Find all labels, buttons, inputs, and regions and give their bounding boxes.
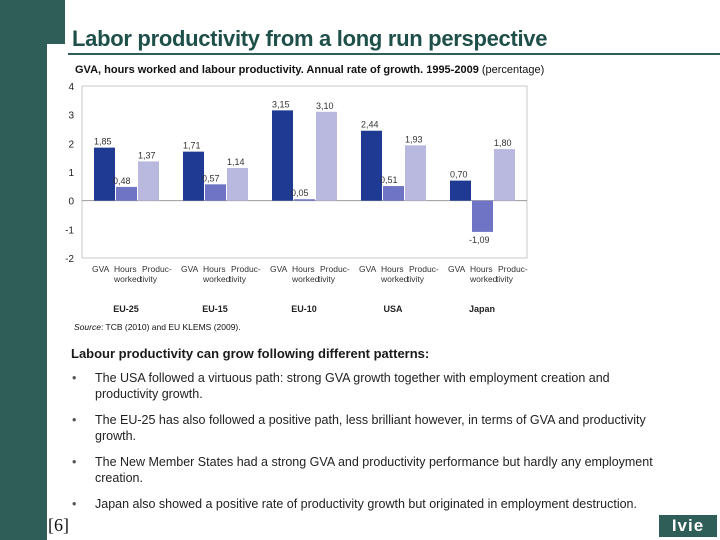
bar-value-label: 1,85 <box>94 137 112 147</box>
bullet-marker: • <box>72 455 77 469</box>
sidebar-corner-accent <box>47 0 65 44</box>
bar-value-label: 0,05 <box>291 188 309 198</box>
bar-value-label: 1,93 <box>405 134 423 144</box>
bullet-marker: • <box>72 371 77 385</box>
chart-subtitle: GVA, hours worked and labour productivit… <box>75 64 544 76</box>
bullet-text: The New Member States had a strong GVA a… <box>95 455 653 485</box>
category-label-worked: worked <box>113 274 142 284</box>
bullet-text: The EU-25 has also followed a positive p… <box>95 413 646 443</box>
bar-value-label: 0,57 <box>202 173 220 183</box>
bar-value-label: 1,80 <box>494 138 512 148</box>
bullet-text: The USA followed a virtuous path: strong… <box>95 371 610 401</box>
bar-value-label: 3,10 <box>316 101 334 111</box>
group-label: EU-10 <box>291 304 317 314</box>
group-label: Japan <box>469 304 495 314</box>
gva-bar <box>361 130 382 201</box>
category-label-gva: GVA <box>92 264 110 274</box>
y-tick-label: 4 <box>68 82 74 93</box>
category-label-productivity: Produc- <box>142 264 172 274</box>
category-label-productivity-cont: tivity <box>229 274 247 284</box>
category-label-worked: worked <box>469 274 498 284</box>
section-heading: Labour productivity can grow following d… <box>71 346 430 361</box>
bullet-item-eu25: • The EU-25 has also followed a positive … <box>72 412 672 444</box>
ivie-logo: Ivie <box>659 515 717 537</box>
category-label-productivity-cont: tivity <box>140 274 158 284</box>
category-label-gva: GVA <box>448 264 466 274</box>
category-label-gva: GVA <box>270 264 288 274</box>
bar-value-label: 1,14 <box>227 157 245 167</box>
gva-bar <box>272 110 293 201</box>
hours-bar <box>294 199 315 201</box>
hours-bar <box>383 186 404 201</box>
category-label-worked: worked <box>380 274 409 284</box>
category-label-hours: Hours <box>114 264 137 274</box>
bullet-item-usa: • The USA followed a virtuous path: stron… <box>72 370 672 402</box>
slide-title: Labor productivity from a long run persp… <box>72 26 548 51</box>
y-tick-label: 0 <box>68 197 74 208</box>
y-tick-label: 1 <box>68 168 74 179</box>
category-label-gva: GVA <box>181 264 199 274</box>
hours-bar <box>116 186 137 201</box>
category-label-worked: worked <box>202 274 231 284</box>
bullet-text: Japan also showed a positive rate of pro… <box>95 497 637 511</box>
category-label-productivity-cont: tivity <box>318 274 336 284</box>
chart-subtitle-unit: (percentage) <box>481 64 545 76</box>
productivity-bar <box>405 145 426 201</box>
hours-bar <box>205 184 226 201</box>
bullet-list: • The USA followed a virtuous path: stron… <box>72 370 672 522</box>
bar-value-label: 0,48 <box>113 176 131 186</box>
category-label-productivity: Produc- <box>320 264 350 274</box>
group-label: EU-25 <box>113 304 139 314</box>
category-label-hours: Hours <box>470 264 493 274</box>
left-sidebar-band <box>0 0 47 540</box>
source-label: Source <box>74 322 101 332</box>
category-label-productivity: Produc- <box>409 264 439 274</box>
y-tick-label: 3 <box>68 111 74 122</box>
category-label-worked: worked <box>291 274 320 284</box>
title-divider <box>68 53 720 55</box>
category-label-productivity-cont: tivity <box>407 274 425 284</box>
category-label-productivity-cont: tivity <box>496 274 514 284</box>
group-label: USA <box>383 304 403 314</box>
group-label: EU-15 <box>202 304 228 314</box>
category-label-productivity: Produc- <box>231 264 261 274</box>
productivity-bar <box>494 149 515 201</box>
gva-bar <box>450 180 471 201</box>
productivity-bar <box>227 167 248 201</box>
category-label-hours: Hours <box>203 264 226 274</box>
bar-value-label: 1,71 <box>183 141 201 151</box>
chart-subtitle-main: GVA, hours worked and labour productivit… <box>75 64 479 76</box>
y-tick-label: -2 <box>65 254 74 265</box>
source-note: Source: TCB (2010) and EU KLEMS (2009). <box>74 322 241 332</box>
productivity-bar <box>138 161 159 201</box>
bar-value-label: 1,37 <box>138 150 156 160</box>
category-label-gva: GVA <box>359 264 377 274</box>
category-label-hours: Hours <box>292 264 315 274</box>
bar-value-label: 2,44 <box>361 120 379 130</box>
gva-bar <box>94 147 115 201</box>
category-label-hours: Hours <box>381 264 404 274</box>
bar-value-label: -1,09 <box>469 235 490 245</box>
bullet-marker: • <box>72 413 77 427</box>
page-number: [6] <box>48 515 69 535</box>
gva-bar <box>183 151 204 201</box>
bar-value-label: 0,70 <box>450 170 468 180</box>
bar-value-label: 3,15 <box>272 99 290 109</box>
hours-bar <box>472 200 493 232</box>
source-text: : TCB (2010) and EU KLEMS (2009). <box>100 322 241 332</box>
bullet-item-new-members: • The New Member States had a strong GVA … <box>72 454 672 486</box>
category-label-productivity: Produc- <box>498 264 528 274</box>
bullet-item-japan: • Japan also showed a positive rate of pr… <box>72 496 672 512</box>
productivity-bar <box>316 111 337 201</box>
bar-value-label: 0,51 <box>380 175 398 185</box>
plot-area-frame <box>81 85 528 259</box>
y-tick-label: 2 <box>68 139 74 150</box>
y-tick-label: -1 <box>65 225 74 236</box>
bullet-marker: • <box>72 497 77 511</box>
